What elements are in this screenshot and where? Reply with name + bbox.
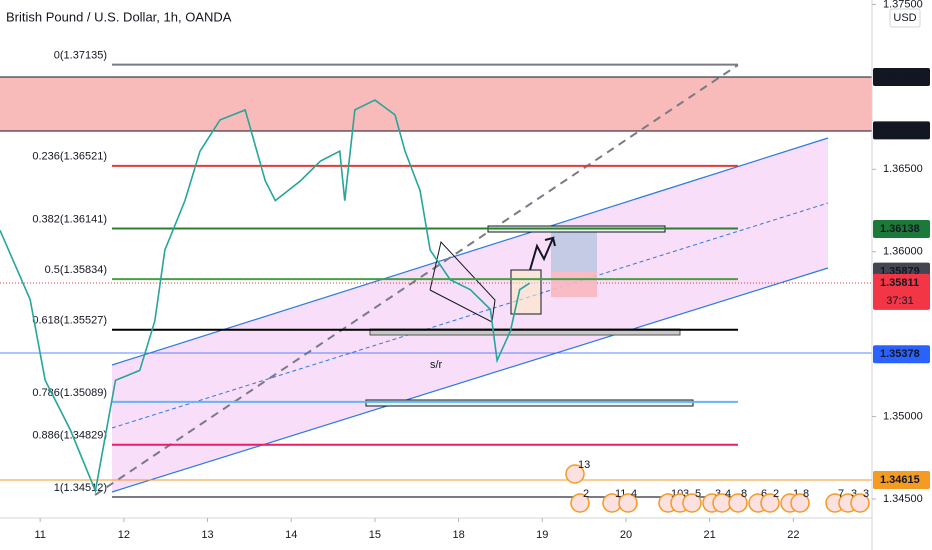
channel-mid: [111, 202, 829, 429]
price-label: 1.34615: [880, 474, 920, 486]
fib-label: 0.886(1.34829): [32, 430, 107, 442]
plot: [0, 99, 531, 494]
fib-label: 0.618(1.35527): [32, 315, 107, 327]
currency-box: [889, 8, 921, 28]
arrow: [529, 236, 556, 271]
fib-label: 0.786(1.35089): [32, 387, 107, 399]
fib-label: 0.5(1.35834): [45, 264, 107, 276]
price-label-box: [873, 67, 930, 86]
fib-label: 0(1.37135): [54, 50, 107, 62]
event-count: 2: [583, 488, 589, 500]
event-count: 2: [773, 488, 779, 500]
price-label: 1.37060: [880, 71, 920, 83]
drawings: [0, 64, 872, 496]
y-tick-label: 1.34500: [883, 493, 923, 505]
price-label: 1.35378: [880, 348, 920, 360]
event-icon: [728, 493, 748, 513]
event-icon: [790, 493, 810, 513]
trend-dashed: [94, 64, 739, 496]
resistance-zone: [0, 77, 872, 131]
x-tick-label: 14: [285, 529, 297, 541]
chart-title: British Pound / U.S. Dollar, 1h, OANDA: [6, 9, 232, 24]
x-tick-label: 20: [620, 529, 632, 541]
x-tick-label: 12: [118, 529, 130, 541]
events: 13211410353486218733: [565, 459, 870, 513]
price-label-box: [873, 345, 930, 364]
event-count: 3: [683, 488, 689, 500]
event-icon: [565, 464, 585, 484]
fib-label: 0.236(1.36521): [32, 151, 107, 163]
event-count: 1: [793, 488, 799, 500]
price-label: 1.35811: [880, 277, 919, 289]
fib-label: 1(1.34512): [54, 482, 107, 494]
wedge: [429, 240, 496, 323]
channel-upper: [111, 137, 829, 366]
y-tick-label: 1.37500: [883, 0, 923, 10]
annotation: s/r: [430, 359, 443, 371]
channel-lower: [111, 267, 829, 493]
event-count: 6: [761, 488, 767, 500]
x-tick-label: 21: [704, 529, 716, 541]
price-label-box: [873, 471, 930, 490]
event-count: 7: [838, 488, 844, 500]
event-icon: [618, 493, 638, 513]
event-count: 4: [631, 488, 637, 500]
event-icon: [682, 493, 702, 513]
y-tick-label: 1.35000: [883, 410, 923, 422]
event-icon: [570, 493, 590, 513]
fibonacci: 0(1.37135) 0.236(1.36521) 0.382(1.36141) 0.…: [32, 50, 738, 499]
countdown: 37:31: [886, 295, 914, 307]
x-tick-label: 22: [787, 529, 799, 541]
event-count: 13: [578, 459, 590, 471]
price-label-box: [873, 273, 930, 292]
event-count: 8: [803, 488, 809, 500]
price-line: [0, 99, 531, 494]
event-count: 3: [863, 488, 869, 500]
y-tick-label: 1.36000: [883, 246, 923, 258]
event-count: 5: [695, 488, 701, 500]
x-tick-label: 13: [201, 529, 213, 541]
event-count: 3: [715, 488, 721, 500]
event-icon: [760, 493, 780, 513]
event-icon: [850, 493, 870, 513]
y-tick-label: 1.36500: [883, 163, 923, 175]
event-count: 4: [725, 488, 731, 500]
countdown-box: [873, 291, 930, 310]
event-count: 3: [851, 488, 857, 500]
stop-box: [551, 272, 597, 297]
x-tick-label: 11: [34, 529, 45, 541]
price-label-box: [873, 219, 930, 238]
x-tick-label: 18: [452, 529, 464, 541]
price-label: 1.36736: [880, 124, 920, 136]
currency: USD: [893, 12, 916, 24]
price-label-box: [873, 121, 930, 140]
price-label: 1.36138: [880, 223, 920, 235]
x-tick-label: 19: [536, 529, 548, 541]
sr-box: [365, 399, 694, 407]
x-tick-label: 15: [369, 529, 381, 541]
fib-label: 0.382(1.36141): [32, 213, 107, 225]
event-count: 11: [615, 488, 626, 500]
event-count: 8: [741, 488, 747, 500]
target-box: [551, 232, 597, 272]
